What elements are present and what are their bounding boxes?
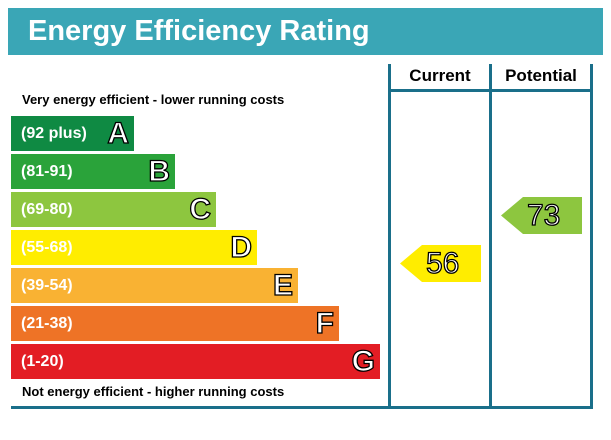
potential-rating-value: 73 — [526, 198, 561, 232]
potential-column-header: Potential — [505, 66, 577, 85]
band-b: (81-91) B — [11, 154, 175, 189]
frame-line-header — [388, 89, 593, 92]
band-letter-d: D — [230, 230, 253, 264]
band-letter-e: E — [272, 268, 293, 302]
band-f: (21-38) F — [11, 306, 339, 341]
band-range-b: (81-91) — [21, 163, 73, 180]
current-arrow-shape — [400, 245, 481, 282]
current-rating-value: 56 — [425, 246, 460, 280]
band-c: (69-80) C — [11, 192, 216, 227]
band-letter-g: G — [351, 344, 376, 378]
band-letter-f: F — [315, 306, 335, 340]
band-d: (55-68) D — [11, 230, 257, 265]
band-g: (1-20) G — [11, 344, 380, 379]
band-e: (39-54) E — [11, 268, 298, 303]
band-range-e: (39-54) — [21, 277, 73, 294]
title-bar: Energy Efficiency Rating — [8, 8, 603, 55]
band-letter-c: C — [189, 192, 212, 226]
band-range-d: (55-68) — [21, 239, 73, 256]
potential-rating-arrow: 73 — [501, 197, 582, 234]
band-range-c: (69-80) — [21, 201, 73, 218]
current-column-header: Current — [409, 66, 471, 85]
frame-line-bottom — [11, 406, 593, 409]
band-a: (92 plus) A — [11, 116, 134, 151]
current-rating-arrow: 56 — [400, 245, 481, 282]
band-range-a: (92 plus) — [21, 125, 87, 142]
chart-title: Energy Efficiency Rating — [28, 15, 370, 47]
top-caption: Very energy efficient - lower running co… — [22, 92, 285, 107]
band-range-f: (21-38) — [21, 315, 73, 332]
frame-line-middle — [489, 64, 492, 408]
frame-line-left — [388, 64, 391, 408]
band-letter-b: B — [148, 154, 171, 188]
bottom-caption: Not energy efficient - higher running co… — [22, 384, 285, 399]
frame-line-right — [590, 64, 593, 408]
band-range-g: (1-20) — [21, 353, 64, 370]
band-letter-a: A — [107, 116, 130, 150]
potential-arrow-shape — [501, 197, 582, 234]
